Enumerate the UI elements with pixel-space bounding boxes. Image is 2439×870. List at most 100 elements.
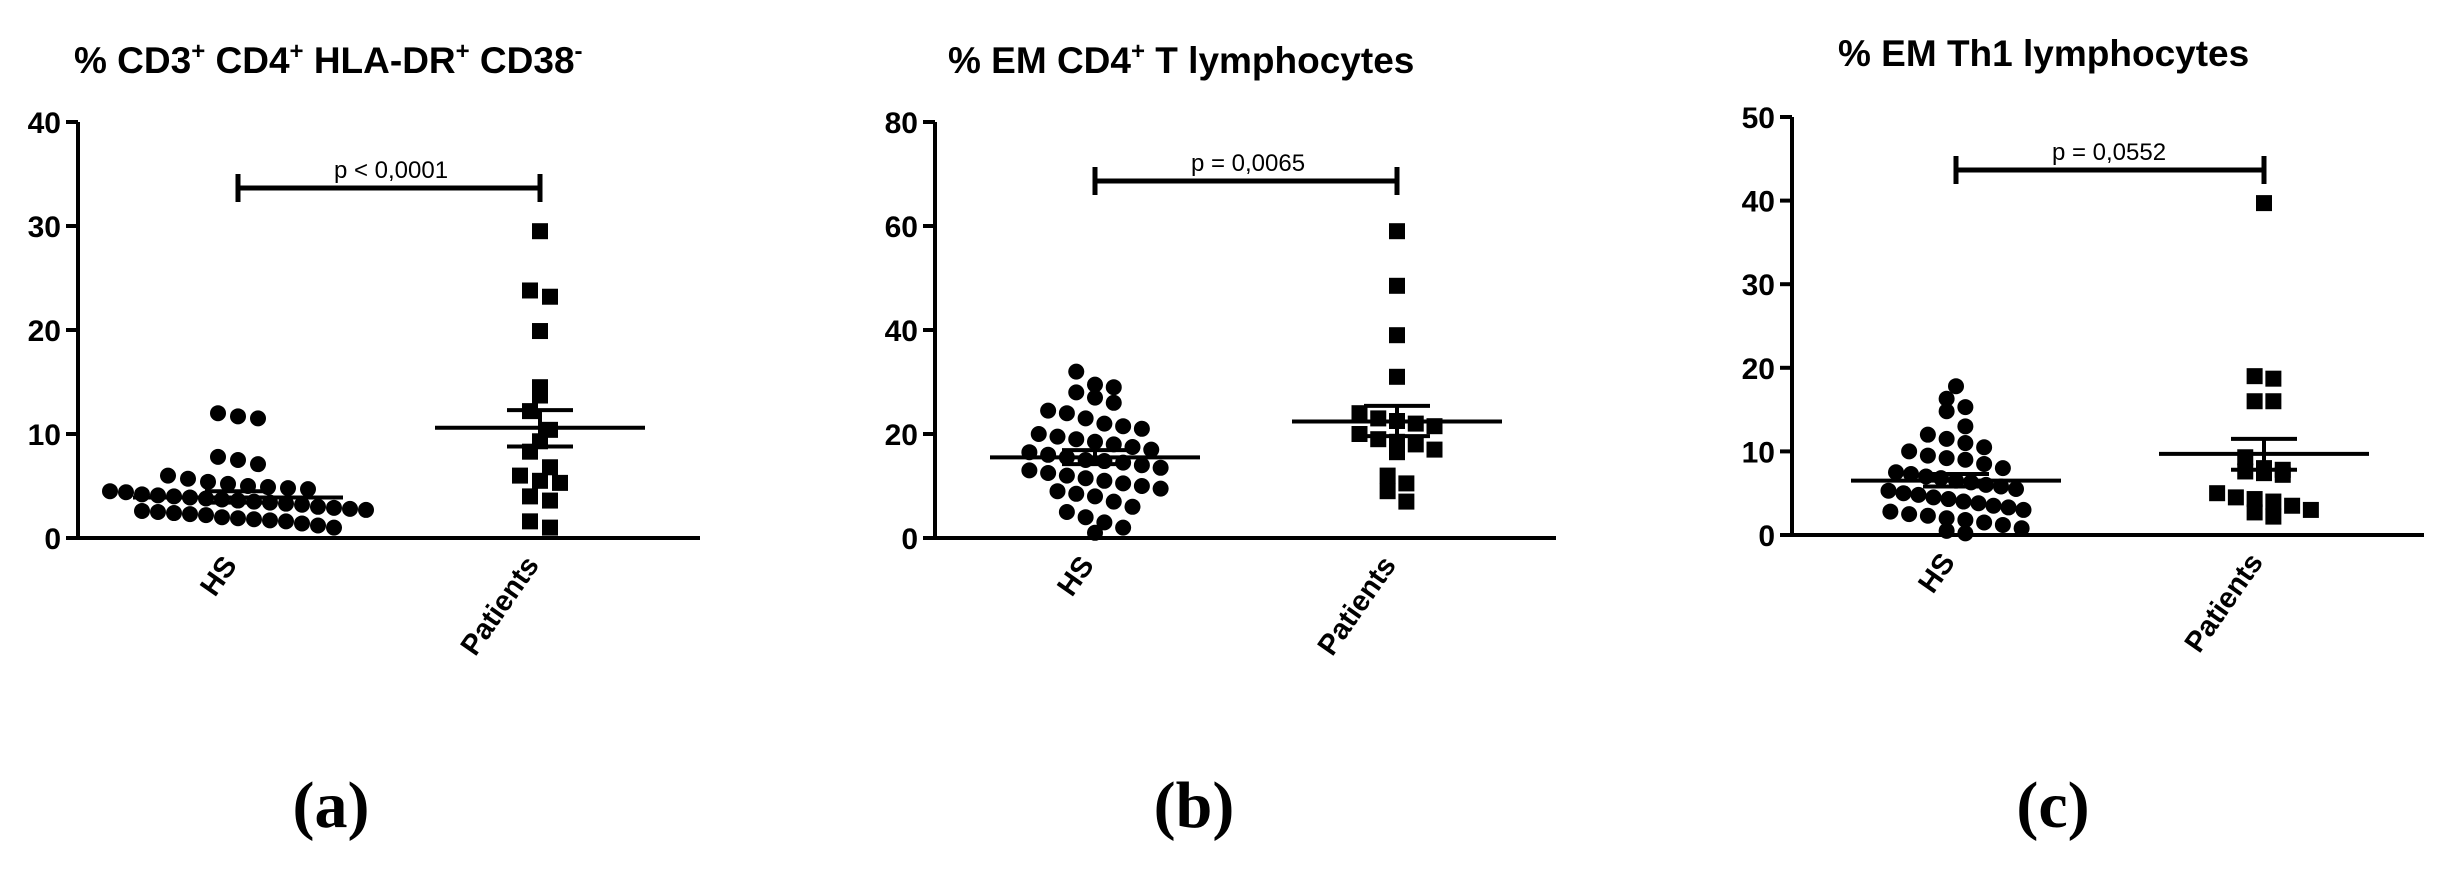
data-point-patients	[1407, 415, 1424, 432]
data-point-hs	[220, 475, 236, 492]
x-category-label-hs: HS	[1912, 548, 1961, 599]
data-point-hs	[1940, 491, 1957, 508]
data-point-patients	[1398, 475, 1415, 492]
data-point-hs	[1957, 399, 1974, 416]
data-points	[102, 223, 645, 536]
data-point-hs	[1938, 522, 1955, 539]
data-point-hs	[1976, 455, 1993, 472]
chart-title: % EM Th1 lymphocytes	[1838, 33, 2249, 74]
data-point-hs	[1957, 418, 1974, 435]
data-point-hs	[358, 501, 374, 518]
data-point-hs	[1152, 480, 1169, 497]
data-point-patients	[2246, 368, 2263, 385]
data-point-patients	[2302, 501, 2319, 518]
data-point-hs	[1976, 514, 1993, 531]
y-tick-label: 0	[44, 523, 61, 556]
y-tick-label: 10	[1742, 436, 1775, 469]
data-point-patients	[2246, 491, 2263, 508]
data-point-hs	[1058, 504, 1075, 520]
panel-label: (b)	[1154, 769, 1235, 842]
data-point-patients	[1389, 368, 1405, 385]
data-point-patients	[1426, 441, 1443, 458]
data-point-hs	[1096, 415, 1113, 432]
data-point-patients	[1389, 327, 1405, 344]
data-point-hs	[1049, 483, 1066, 500]
data-point-hs	[1133, 457, 1150, 474]
p-value-label: p = 0,0552	[2052, 139, 2166, 166]
chart-title: % EM CD4+ T lymphocytes	[948, 38, 1414, 81]
data-point-patients	[1351, 405, 1368, 422]
data-point-hs	[1021, 462, 1038, 479]
data-point-hs	[1077, 509, 1094, 526]
data-point-hs	[1087, 389, 1103, 406]
y-tick-label: 20	[1742, 353, 1775, 386]
y-tick-label: 20	[28, 315, 61, 348]
data-point-hs	[300, 481, 316, 498]
y-tick-label: 0	[901, 523, 918, 556]
data-point-hs	[1096, 472, 1113, 489]
x-category-label-patients: Patients	[2179, 548, 2270, 659]
y-tick-label: 80	[885, 107, 918, 140]
y-tick-label: 40	[28, 107, 61, 140]
p-value-label: p = 0,0065	[1191, 150, 1305, 177]
panel-b: % EM CD4+ T lymphocytes 0 20 40 60 80 HS Pat…	[885, 38, 1556, 842]
data-point-hs	[1970, 495, 1987, 512]
y-tick-label: 40	[1742, 186, 1775, 219]
data-point-patients	[542, 492, 558, 509]
data-point-hs	[1124, 439, 1141, 455]
data-point-hs	[1957, 435, 1974, 452]
data-point-hs	[1068, 384, 1085, 401]
data-point-patients	[2237, 449, 2254, 466]
data-point-hs	[1087, 524, 1103, 541]
data-point-hs	[1068, 363, 1085, 380]
data-point-patients	[532, 387, 548, 404]
data-point-patients	[532, 223, 548, 240]
significance-bracket	[1953, 156, 2267, 184]
data-point-hs	[1910, 486, 1927, 503]
data-point-hs	[1938, 390, 1955, 407]
data-point-hs	[1143, 441, 1160, 458]
data-point-hs	[230, 408, 246, 425]
y-tick-label: 50	[1742, 102, 1775, 135]
data-point-hs	[2013, 520, 2030, 537]
data-point-hs	[262, 512, 278, 529]
data-point-hs	[1919, 507, 1936, 524]
y-ticks: 0 20 40 60 80	[885, 107, 935, 556]
data-point-patients	[1398, 493, 1415, 510]
data-points	[990, 223, 1502, 541]
data-point-hs	[1058, 405, 1075, 422]
data-point-hs	[1957, 451, 1974, 468]
x-category-label-patients: Patients	[455, 551, 546, 662]
data-point-hs	[1133, 478, 1150, 494]
data-point-patients	[1379, 467, 1396, 484]
data-point-hs	[294, 496, 310, 513]
data-point-hs	[1938, 430, 1955, 447]
y-tick-label: 30	[1742, 269, 1775, 302]
data-point-hs	[182, 506, 198, 523]
data-point-hs	[1880, 482, 1897, 499]
data-point-hs	[1077, 410, 1094, 427]
data-point-hs	[1040, 446, 1057, 463]
data-point-hs	[230, 510, 246, 527]
data-point-hs	[118, 484, 134, 501]
data-point-patients	[2284, 497, 2301, 514]
data-point-hs	[278, 495, 294, 512]
y-tick-label: 30	[28, 211, 61, 244]
data-point-hs	[166, 505, 182, 522]
data-point-hs	[150, 487, 166, 504]
data-point-hs	[1105, 379, 1122, 396]
data-point-hs	[1030, 426, 1047, 442]
data-point-patients	[542, 288, 558, 305]
panel-c: % EM Th1 lymphocytes 0 10 20 30 40 50 HS Pati…	[1742, 33, 2424, 842]
x-category-label-hs: HS	[1051, 551, 1100, 602]
data-point-patients	[522, 513, 538, 530]
data-point-hs	[1895, 485, 1912, 502]
data-point-hs	[1105, 493, 1122, 510]
data-point-hs	[160, 467, 176, 484]
data-point-hs	[1087, 376, 1103, 393]
data-point-hs	[180, 470, 196, 487]
data-point-hs	[1115, 519, 1132, 536]
y-tick-label: 0	[1758, 520, 1775, 553]
data-point-hs	[1096, 514, 1113, 531]
data-point-hs	[1068, 485, 1085, 502]
